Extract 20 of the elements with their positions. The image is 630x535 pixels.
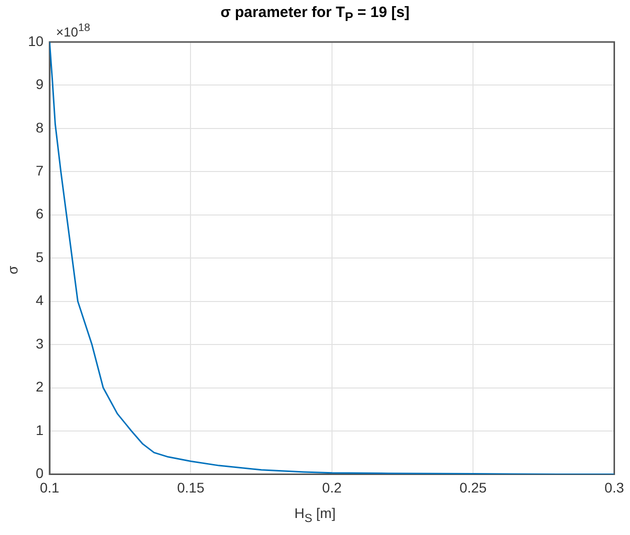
x-tick-label: 0.1 xyxy=(40,479,60,496)
y-tick-label: 5 xyxy=(36,248,44,265)
y-tick-label: 0 xyxy=(36,465,44,482)
chart-title: σ parameter for T$_{P}$ = 19 [s] xyxy=(220,4,410,24)
x-tick-label: 0.2 xyxy=(322,479,342,496)
y-tick-label: 3 xyxy=(36,335,44,352)
y-tick-label: 8 xyxy=(36,119,44,136)
y-axis-title: σ xyxy=(4,266,20,274)
x-tick-label: 0.15 xyxy=(177,479,205,496)
y-tick-label: 6 xyxy=(36,206,44,222)
y-tick-label: 7 xyxy=(36,162,44,179)
y-tick-label: 9 xyxy=(36,76,44,92)
x-tick-label: 0.3 xyxy=(604,479,624,496)
text: ×10$^{18}$ xyxy=(56,22,90,40)
y-tick-label: 4 xyxy=(36,292,44,308)
x-axis-title: H$_{S}$ [m] xyxy=(293,505,337,525)
y-tick-label: 2 xyxy=(36,378,44,395)
y-tick-label: 10 xyxy=(28,32,44,49)
y-tick-label: 1 xyxy=(36,422,44,438)
x-tick-label: 0.25 xyxy=(459,479,487,496)
